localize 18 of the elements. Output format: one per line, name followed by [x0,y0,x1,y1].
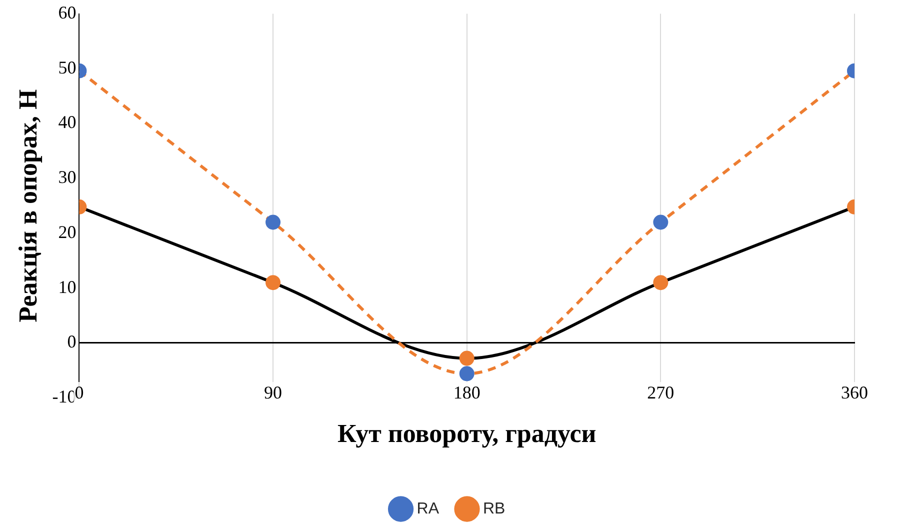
y-tick-label: 60 [58,2,76,23]
x-tick-label: 90 [264,382,282,402]
y-tick-label: 0 [67,332,76,352]
y-tick-label: -10 [52,386,76,407]
legend-label: RA [416,500,440,518]
legend-label: RB [483,500,506,518]
y-tick-label: 30 [58,167,76,188]
y-axis-title: Реакція в опорах, Н [13,89,42,322]
y-tick-label: 40 [58,112,76,132]
point [459,350,474,366]
x-tick-label: 180 [453,382,480,402]
y-tick-label: 20 [58,222,76,242]
x-tick-label: 270 [647,382,674,402]
y-tick-label: 10 [58,276,76,297]
y-tick-label: 50 [58,57,76,78]
point [459,366,474,382]
x-tick-label: 360 [841,382,868,402]
x-axis-title: Кут повороту, градуси [337,419,596,448]
